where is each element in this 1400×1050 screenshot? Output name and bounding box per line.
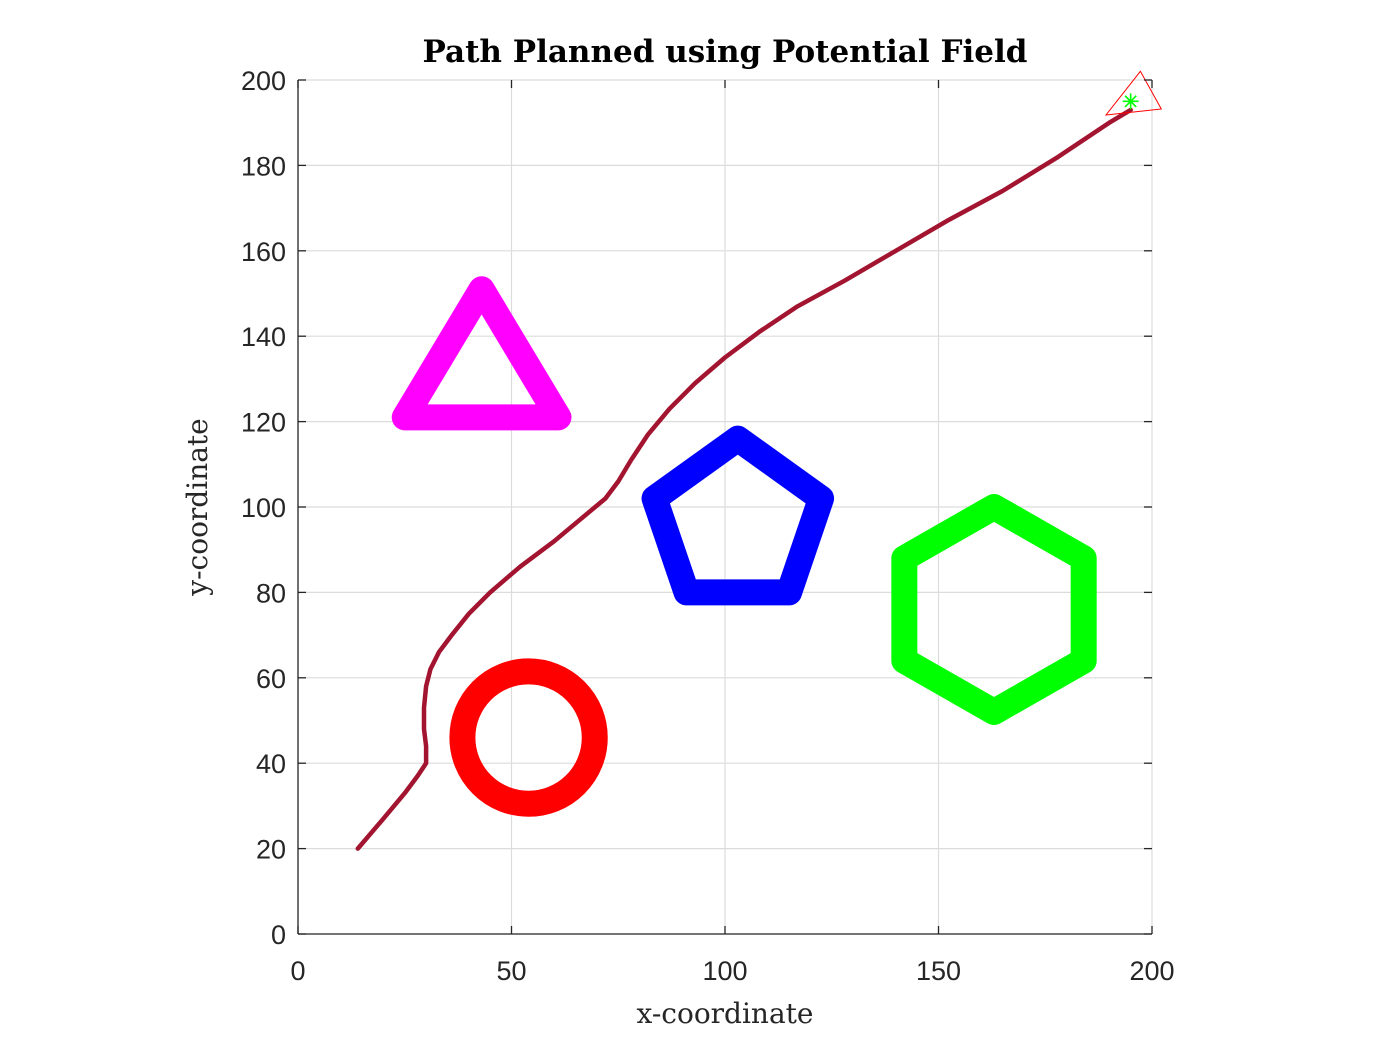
goal-marker (1122, 93, 1139, 110)
grid (297, 79, 1153, 935)
y-tick-label: 160 (241, 237, 286, 267)
y-tick-label: 80 (256, 578, 286, 608)
y-tick-label: 200 (241, 66, 286, 96)
axes (297, 79, 1153, 935)
path-series (355, 70, 1163, 851)
y-tick-label: 140 (241, 322, 286, 352)
y-tick-label: 60 (256, 664, 286, 694)
obstacle-hexagon (891, 494, 1097, 725)
y-tick-label: 20 (256, 835, 286, 865)
x-tick-label: 150 (916, 956, 961, 986)
y-tick-label: 0 (271, 920, 286, 950)
heading-arrow (1104, 70, 1163, 116)
chart-title: Path Planned using Potential Field (423, 34, 1028, 70)
obstacles (391, 276, 1097, 817)
goal-marker-stroke (1124, 95, 1137, 108)
x-axis-label: x-coordinate (637, 997, 814, 1030)
y-tick-label: 120 (241, 408, 286, 438)
x-tick-label: 50 (496, 956, 526, 986)
obstacle-circle (449, 658, 608, 817)
x-tick-label: 200 (1129, 956, 1174, 986)
obstacle-pentagon (641, 425, 835, 606)
tick-labels: 0 50 100 150 200 0 20 40 60 80 100 120 140 160 180 200 (241, 66, 1175, 986)
x-tick-label: 100 (702, 956, 747, 986)
y-tick-label: 100 (241, 493, 286, 523)
y-tick-label: 40 (256, 749, 286, 779)
y-tick-label: 180 (241, 151, 286, 181)
x-tick-label: 0 (290, 956, 305, 986)
obstacle-triangle (391, 276, 572, 431)
path-line (355, 107, 1133, 851)
y-axis-label: y-coordinate (181, 418, 214, 597)
